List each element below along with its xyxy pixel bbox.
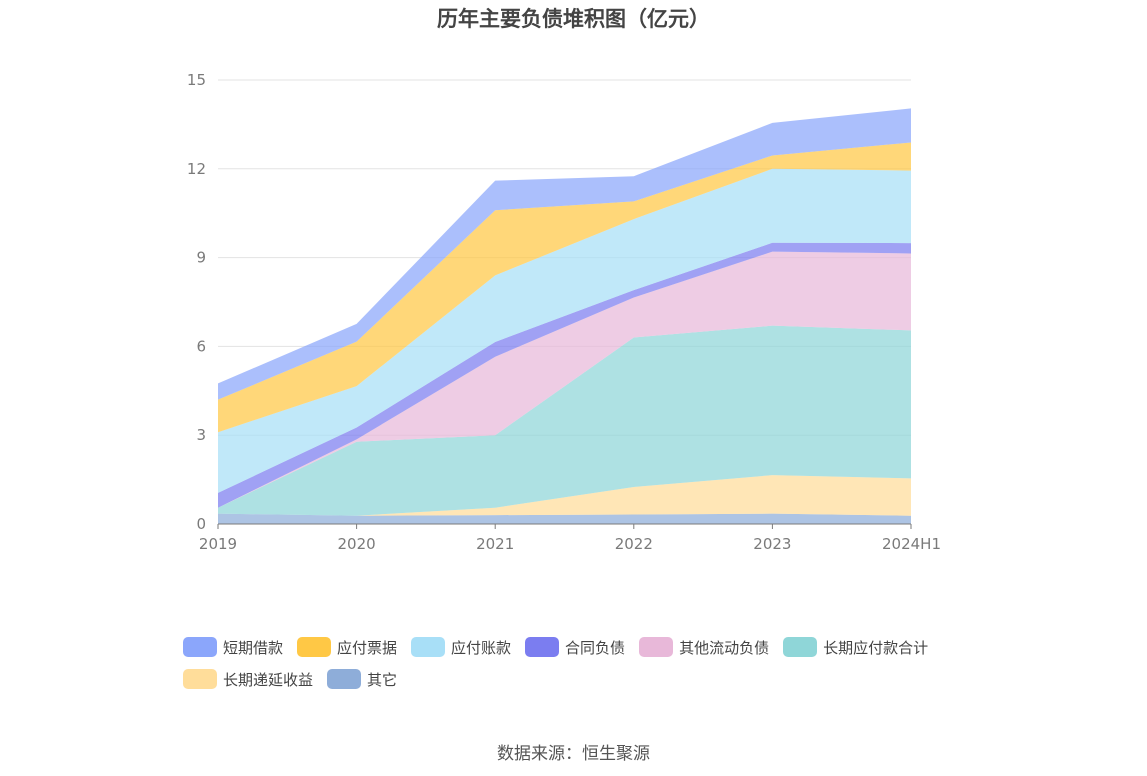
legend-item[interactable]: 合同负债 <box>525 636 625 658</box>
chart-title: 历年主要负债堆积图（亿元） <box>437 7 710 31</box>
y-tick-label: 0 <box>196 515 206 533</box>
axes: 0 3 6 9 12 15 2019 2020 2021 2022 2023 2024H1 <box>187 71 941 553</box>
legend-item[interactable]: 长期递延收益 <box>183 668 313 690</box>
legend-item[interactable]: 短期借款 <box>183 636 283 658</box>
legend-swatch <box>783 637 818 657</box>
legend-label: 其他流动负债 <box>679 638 770 657</box>
area-series-7[interactable] <box>218 108 911 400</box>
y-tick-label: 3 <box>196 426 206 444</box>
legend-swatch <box>297 637 332 657</box>
source-note: 数据来源：恒生聚源 <box>497 744 650 764</box>
legend-swatch <box>411 637 446 657</box>
area-series-6[interactable] <box>218 142 911 433</box>
x-tick-label: 2021 <box>476 535 514 553</box>
y-tick-label: 9 <box>196 249 206 267</box>
legend-label: 短期借款 <box>223 638 284 657</box>
legend-label: 合同负债 <box>565 638 626 657</box>
legend: 短期借款 应付票据 应付账款 合同负债 其他流动负债 长期应付款合计长期递延收益 其它 <box>183 636 983 690</box>
legend-label: 应付票据 <box>337 638 398 657</box>
stacked-area-chart: 0 3 6 9 12 15 2019 2020 2021 2022 2023 2024H1 <box>187 71 941 553</box>
area-series-5[interactable] <box>218 168 911 493</box>
area-series-3[interactable] <box>218 251 911 508</box>
y-tick-label: 12 <box>187 160 206 178</box>
legend-label: 应付账款 <box>451 638 512 657</box>
legend-swatch <box>327 669 362 689</box>
area-series-2[interactable] <box>218 325 911 516</box>
legend-label: 长期应付款合计 <box>823 638 929 657</box>
legend-swatch <box>183 669 217 689</box>
y-tick-label: 15 <box>187 71 206 89</box>
legend-item[interactable]: 应付账款 <box>411 636 511 658</box>
legend-item[interactable]: 其他流动负债 <box>639 636 769 658</box>
x-tick-label: 2020 <box>338 535 376 553</box>
legend-swatch <box>183 637 217 657</box>
x-tick-label: 2019 <box>199 535 237 553</box>
legend-swatch <box>525 637 560 657</box>
area-series-0[interactable] <box>218 513 911 524</box>
area-series <box>218 108 911 524</box>
legend-swatch <box>639 637 674 657</box>
x-tick-label: 2023 <box>753 535 791 553</box>
legend-label: 长期递延收益 <box>223 670 314 689</box>
y-tick-label: 6 <box>196 337 206 355</box>
x-tick-label: 2024H1 <box>882 535 941 553</box>
area-series-1[interactable] <box>218 475 911 516</box>
legend-label: 其它 <box>367 670 398 689</box>
legend-item[interactable]: 其它 <box>327 668 397 690</box>
x-tick-label: 2022 <box>615 535 653 553</box>
legend-item[interactable]: 应付票据 <box>297 636 397 658</box>
legend-item[interactable]: 长期应付款合计 <box>783 636 928 658</box>
